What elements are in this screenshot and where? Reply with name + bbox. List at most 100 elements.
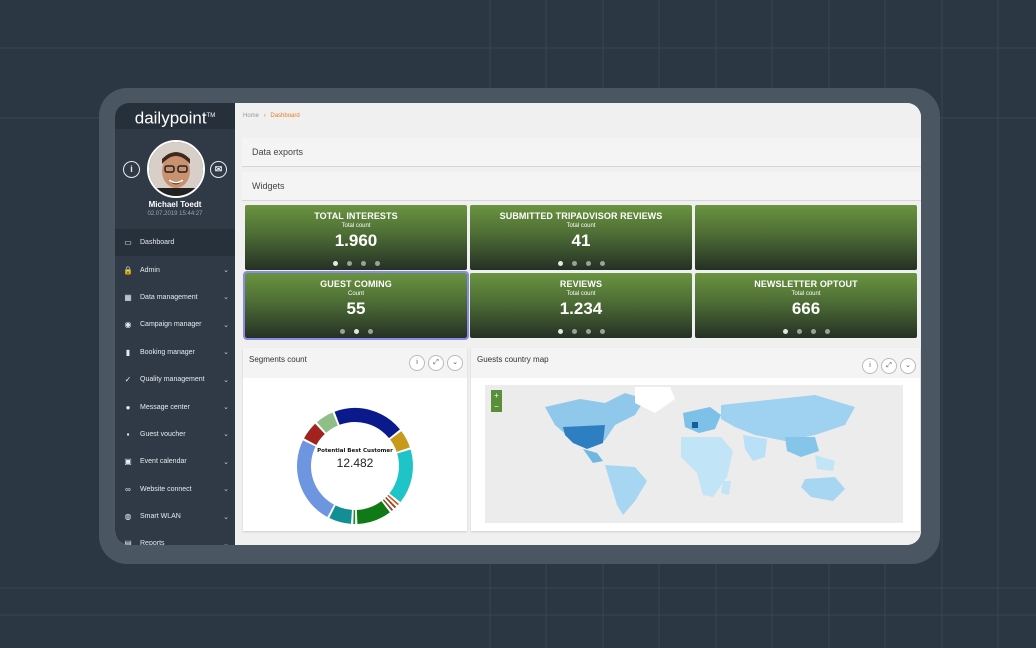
pager-dot[interactable] [557, 261, 563, 266]
logo-text: dailypoint [134, 108, 207, 128]
pager-dot[interactable] [585, 261, 591, 266]
sidebar-item-admin[interactable]: 🔒 Admin ⌄ [115, 256, 235, 283]
pager-dot[interactable] [796, 329, 802, 334]
tile-title: NEWSLETTER OPTOUT [754, 279, 858, 289]
monitor-icon: ▭ [124, 238, 132, 248]
widget-tile[interactable]: TOTAL INTERESTS Total count 1.960 [245, 205, 467, 270]
donut-slice[interactable] [385, 497, 397, 509]
chevron-down-icon: ⌄ [223, 349, 229, 357]
map-collapse-button[interactable]: ⌄ [900, 358, 916, 374]
segments-header: Segments count i ⤢ ⌄ [243, 348, 467, 378]
widget-tile[interactable]: SUBMITTED TRIPADVISOR REVIEWS Total count… [470, 205, 692, 270]
map-card: Guests country map i ⤢ ⌄ [471, 348, 920, 531]
pager-dot[interactable] [353, 329, 359, 334]
donut-slice[interactable] [382, 499, 394, 511]
globe-icon: ◍ [124, 512, 132, 522]
map-zoom-out-button[interactable]: − [491, 401, 502, 412]
pager-dot[interactable] [571, 329, 577, 334]
pager-dot[interactable] [824, 329, 830, 334]
lock-icon: 🔒 [123, 265, 133, 275]
widget-tile[interactable]: REVIEWS Total count 1.234 [470, 273, 692, 338]
table-icon: ▦ [124, 292, 132, 302]
donut-slice[interactable] [304, 423, 325, 446]
sidebar-item-campaign-manager[interactable]: ◉ Campaign manager ⌄ [115, 311, 235, 338]
segments-info-button[interactable]: i [409, 355, 425, 371]
donut-slice[interactable] [334, 408, 400, 439]
world-map-shapes [545, 387, 855, 515]
pager-dot[interactable] [374, 261, 380, 266]
map-title: Guests country map [477, 355, 549, 364]
user-name: Michael Toedt [148, 200, 202, 209]
widgets-panel[interactable]: Widgets [242, 172, 921, 201]
sidebar-item-booking-manager[interactable]: ▮ Booking manager ⌄ [115, 339, 235, 366]
pager-dot[interactable] [571, 261, 577, 266]
sidebar-item-label: Campaign manager [140, 321, 202, 329]
segments-expand-button[interactable]: ⤢ [428, 355, 444, 371]
world-map[interactable]: + − [485, 385, 903, 523]
sidebar-item-event-calendar[interactable]: ▣ Event calendar ⌄ [115, 448, 235, 475]
tile-value: 1.234 [559, 299, 603, 318]
donut-slice[interactable] [390, 431, 410, 453]
sidebar-item-data-management[interactable]: ▦ Data management ⌄ [115, 284, 235, 311]
segments-card: Segments count i ⤢ ⌄ Potential Best Cust… [243, 348, 467, 531]
sidebar-item-label: Event calendar [140, 458, 187, 466]
tile-pager [470, 261, 692, 266]
pager-dot[interactable] [339, 329, 345, 334]
donut-slice[interactable] [356, 500, 390, 524]
avatar[interactable] [147, 140, 205, 198]
sidebar-menu: ▭ Dashboard 🔒 Admin ⌄ ▦ Data management ⌄ ◉ Campa… [115, 229, 235, 545]
breadcrumb-home[interactable]: Home [243, 113, 260, 119]
info-button[interactable]: i [123, 161, 140, 178]
chevron-down-icon: ⌄ [223, 404, 229, 412]
tile-title: TOTAL INTERESTS [314, 211, 398, 221]
sidebar-item-label: Reports [140, 540, 165, 545]
donut-slice[interactable] [316, 412, 339, 433]
pager-dot[interactable] [599, 261, 605, 266]
tile-title: REVIEWS [559, 279, 603, 289]
link-icon: ∞ [125, 484, 131, 494]
user-last-login: 02.07.2019 15:44:27 [147, 211, 203, 217]
data-exports-panel[interactable]: Data exports [242, 138, 921, 167]
donut-slice[interactable] [389, 449, 413, 503]
sidebar-item-guest-voucher[interactable]: ▪ Guest voucher ⌄ [115, 421, 235, 448]
sidebar-item-smart-wlan[interactable]: ◍ Smart WLAN ⌄ [115, 503, 235, 530]
book-icon: ▮ [125, 347, 131, 357]
pager-dot[interactable] [346, 261, 352, 266]
pager-dot[interactable] [599, 329, 605, 334]
sidebar-item-message-center[interactable]: ● Message center ⌄ [115, 393, 235, 420]
widget-tile[interactable]: GUEST COMING Count 55 [243, 271, 469, 340]
donut-slice[interactable] [297, 440, 335, 517]
widget-tile[interactable]: NEWSLETTER OPTOUT Total count 666 [695, 273, 917, 338]
sidebar-item-reports[interactable]: ▤ Reports ⌄ [115, 530, 235, 545]
map-header: Guests country map i ⤢ ⌄ [471, 348, 920, 378]
map-zoom-in-button[interactable]: + [491, 390, 502, 401]
map-expand-button[interactable]: ⤢ [881, 358, 897, 374]
pager-dot[interactable] [810, 329, 816, 334]
tile-subtitle: Count [347, 291, 364, 297]
chevron-down-icon: ⌄ [223, 376, 229, 384]
tile-pager [245, 329, 467, 334]
sidebar-item-website-connect[interactable]: ∞ Website connect ⌄ [115, 476, 235, 503]
chevron-down-icon: ⌄ [223, 294, 229, 302]
map-info-button[interactable]: i [862, 358, 878, 374]
chevron-down-icon: ⌄ [223, 486, 229, 494]
widget-tile[interactable] [695, 205, 917, 270]
pager-dot[interactable] [360, 261, 366, 266]
pager-dot[interactable] [332, 261, 338, 266]
sidebar-item-quality-management[interactable]: ✓ Quality management ⌄ [115, 366, 235, 393]
pager-dot[interactable] [367, 329, 373, 334]
sidebar-item-label: Website connect [140, 485, 192, 493]
tile-value: 666 [791, 299, 821, 318]
donut-slice[interactable] [329, 505, 353, 524]
sidebar-item-dashboard[interactable]: ▭ Dashboard [115, 229, 235, 257]
pager-dot[interactable] [782, 329, 788, 334]
tile-subtitle: Total count [566, 291, 596, 297]
segments-collapse-button[interactable]: ⌄ [447, 355, 463, 371]
chevron-down-icon: ⌄ [223, 267, 229, 275]
donut-slice[interactable] [387, 494, 399, 506]
mail-button[interactable]: ✉ [210, 161, 227, 178]
pager-dot[interactable] [557, 329, 563, 334]
gift-icon: ▪ [126, 429, 130, 439]
sidebar: dailypointTM i ✉ Michael Toedt 02.07.201… [115, 103, 235, 545]
pager-dot[interactable] [585, 329, 591, 334]
